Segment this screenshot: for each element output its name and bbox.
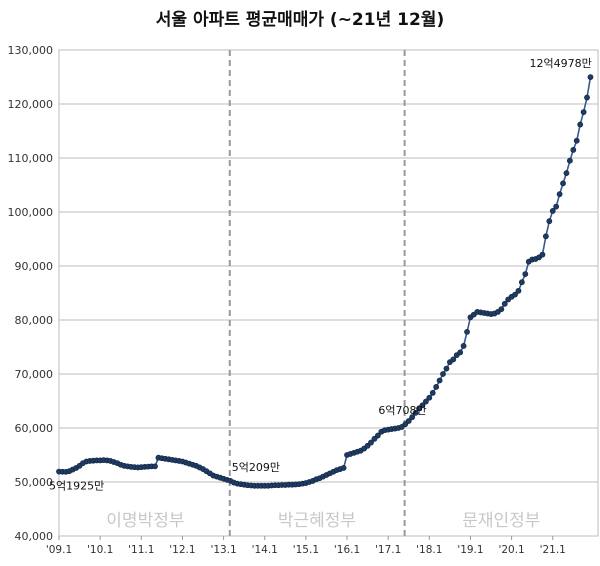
y-tick-label: 80,000 bbox=[15, 314, 54, 327]
x-tick-label: '11.1 bbox=[128, 544, 154, 556]
x-tick-label: '16.1 bbox=[334, 544, 360, 556]
x-tick-label: '18.1 bbox=[416, 544, 442, 556]
grid bbox=[58, 49, 599, 537]
data-point bbox=[553, 203, 560, 210]
data-point bbox=[566, 157, 573, 164]
x-tick-label: '17.1 bbox=[375, 544, 401, 556]
y-tick-label: 130,000 bbox=[8, 44, 54, 57]
data-point bbox=[501, 300, 508, 307]
data-point bbox=[515, 287, 522, 294]
x-tick-label: '19.1 bbox=[457, 544, 483, 556]
data-point bbox=[512, 291, 518, 298]
annotation-label: 5억1925만 bbox=[49, 480, 104, 493]
data-point bbox=[340, 465, 347, 471]
data-point bbox=[450, 356, 457, 363]
era-dividers bbox=[228, 50, 406, 536]
data-point bbox=[580, 109, 587, 115]
x-tick-label: '14.1 bbox=[252, 544, 278, 556]
data-point bbox=[560, 180, 566, 187]
y-tick-label: 100,000 bbox=[8, 206, 54, 219]
data-point bbox=[460, 343, 467, 349]
y-tick-label: 120,000 bbox=[8, 98, 54, 111]
data-point bbox=[457, 349, 464, 356]
chart-title: 서울 아파트 평균매매가 (~21년 12월) bbox=[156, 10, 444, 30]
y-axis: 40,000 50,000 60,000 70,000 80,000 90,000 100,… bbox=[8, 44, 54, 543]
data-point bbox=[443, 365, 450, 372]
data-point bbox=[440, 371, 446, 377]
annotations: 5억1925만 5억209만 6억708만 12억4978만 bbox=[49, 57, 592, 492]
x-axis: '09.1 '10.1 '11.1 '12.1 '13.1 '14.1 '15.1 '16.1… bbox=[46, 536, 566, 556]
era-labels: 이명박정부 박근혜정부 문재인정부 bbox=[106, 511, 540, 531]
series-line bbox=[58, 76, 592, 487]
y-tick-label: 90,000 bbox=[15, 260, 54, 273]
data-point bbox=[464, 328, 470, 335]
y-tick-label: 50,000 bbox=[15, 476, 54, 489]
y-tick-label: 110,000 bbox=[8, 152, 54, 165]
x-tick-label: '15.1 bbox=[293, 544, 319, 556]
x-tick-label: '12.1 bbox=[169, 544, 195, 556]
annotation-label: 5억209만 bbox=[232, 461, 280, 474]
data-point bbox=[412, 409, 419, 416]
x-tick-label: '21.1 bbox=[540, 544, 566, 556]
data-point bbox=[409, 414, 416, 421]
era-label: 이명박정부 bbox=[106, 511, 184, 531]
y-tick-label: 70,000 bbox=[15, 368, 54, 381]
data-point bbox=[573, 137, 580, 144]
x-tick-label: '10.1 bbox=[87, 544, 113, 556]
data-point bbox=[556, 191, 563, 198]
data-point bbox=[368, 439, 374, 446]
data-point bbox=[152, 463, 158, 470]
data-point bbox=[584, 94, 590, 101]
data-point bbox=[405, 418, 412, 424]
x-tick-label: '20.1 bbox=[498, 544, 524, 556]
data-point bbox=[546, 218, 553, 225]
data-point bbox=[563, 170, 570, 177]
data-point bbox=[436, 377, 443, 384]
data-point bbox=[422, 398, 429, 405]
y-tick-label: 40,000 bbox=[15, 530, 54, 543]
era-label: 문재인정부 bbox=[462, 511, 540, 531]
x-tick-label: '13.1 bbox=[210, 544, 236, 556]
data-point bbox=[587, 74, 594, 81]
data-point bbox=[549, 208, 556, 214]
era-label: 박근혜정부 bbox=[278, 511, 356, 531]
annotation-label: 12억4978만 bbox=[530, 57, 592, 70]
data-point bbox=[518, 279, 525, 286]
series-group bbox=[56, 74, 594, 489]
data-point bbox=[498, 306, 505, 313]
data-point bbox=[539, 251, 546, 258]
data-point bbox=[426, 394, 433, 401]
x-tick-label: '09.1 bbox=[46, 544, 72, 556]
data-point bbox=[522, 271, 529, 277]
data-point bbox=[570, 146, 577, 153]
y-tick-label: 60,000 bbox=[15, 422, 54, 435]
data-point bbox=[433, 384, 440, 390]
annotation-label: 6억708만 bbox=[378, 404, 426, 417]
data-point bbox=[419, 402, 426, 409]
data-point bbox=[542, 233, 549, 240]
data-point bbox=[577, 121, 584, 128]
data-point bbox=[374, 432, 381, 439]
data-point bbox=[429, 389, 436, 396]
